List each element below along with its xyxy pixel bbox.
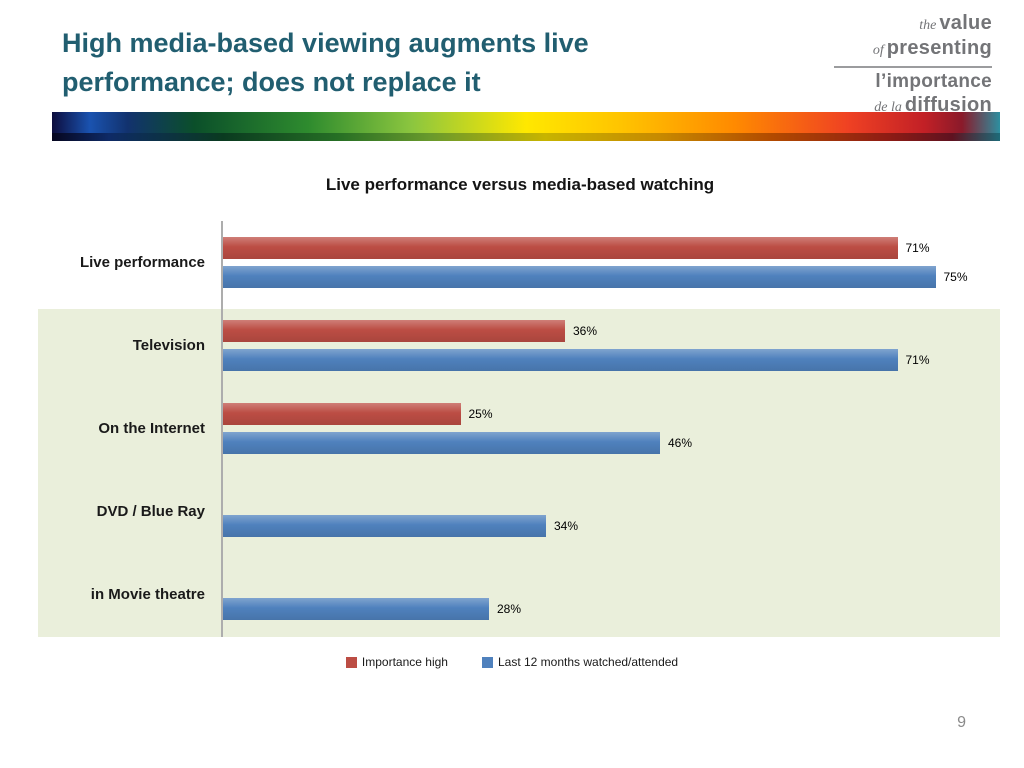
chart-title: Live performance versus media-based watc… <box>325 175 715 194</box>
logo-english-text: the value of presenting <box>802 12 992 62</box>
logo-word-dela: de la <box>874 100 902 115</box>
chart-background-band <box>38 309 1000 637</box>
rainbow-divider-bar <box>52 112 1000 133</box>
logo-word-presenting: presenting <box>886 37 992 59</box>
bar-series-1 <box>223 266 936 288</box>
slide-title: High media-based viewing augments live pe… <box>62 24 722 102</box>
value-of-presenting-logo: the value of presenting l’importance de la… <box>802 12 992 126</box>
legend-item-0: Importance high <box>345 655 448 669</box>
legend-label: Importance high <box>361 655 448 669</box>
slide-title-line1: High media-based viewing augments live <box>62 28 589 58</box>
bar-value-label: 71% <box>905 241 930 255</box>
legend-swatch <box>345 656 357 668</box>
logo-word-the: the <box>919 18 937 33</box>
bar-value-label: 75% <box>943 270 968 284</box>
logo-word-of: of <box>872 43 884 58</box>
logo-divider-line <box>834 66 992 68</box>
legend-label: Last 12 months watched/attended <box>497 655 679 669</box>
logo-french-text: l’importance de la diffusion <box>802 71 992 119</box>
chart-y-axis-line <box>221 221 223 637</box>
bar-series-0 <box>223 237 898 259</box>
legend-item-1: Last 12 months watched/attended <box>481 655 679 669</box>
logo-word-diffusion: diffusion <box>904 94 992 116</box>
rainbow-divider-shadow <box>52 133 1000 141</box>
logo-word-value: value <box>939 12 992 34</box>
legend-swatch <box>481 656 493 668</box>
category-label: Live performance <box>79 254 205 271</box>
page-number: 9 <box>957 714 966 731</box>
slide-title-line2: performance; does not replace it <box>62 67 481 97</box>
logo-word-limportance: l’importance <box>875 71 992 92</box>
chart-legend: Importance high Last 12 months watched/at… <box>0 655 1024 669</box>
